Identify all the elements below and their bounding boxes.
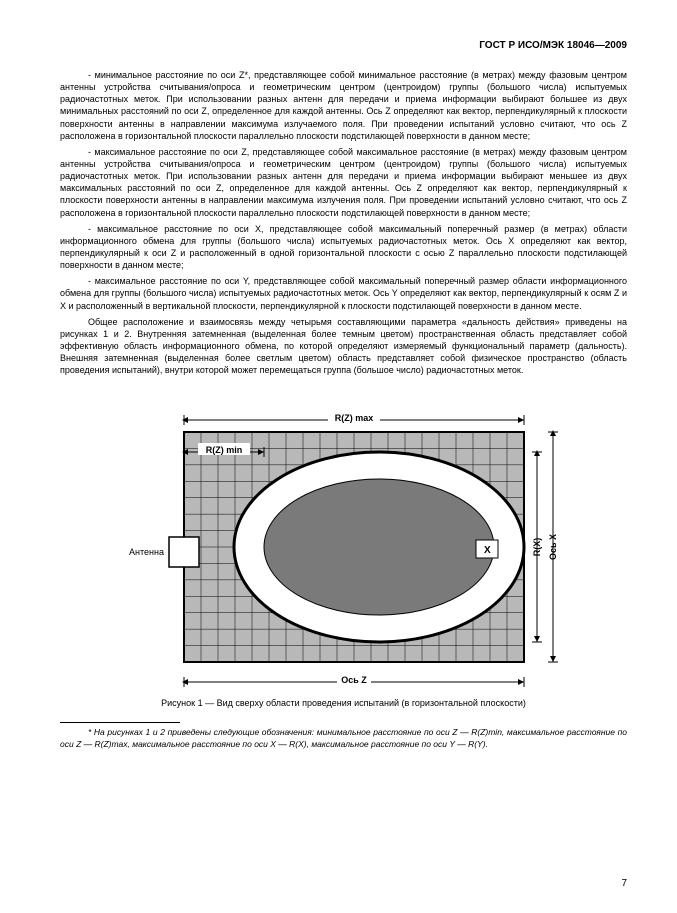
page: ГОСТ Р ИСО/МЭК 18046—2009 - минимальное …: [0, 0, 677, 913]
footnote-separator: [60, 722, 180, 723]
doc-header: ГОСТ Р ИСО/МЭК 18046—2009: [60, 40, 627, 51]
para-3: - максимальное расстояние по оси X, пред…: [60, 223, 627, 272]
figure-1: Антенна X R(Z) max R(Z) min Ось Z R(X) Ось X: [129, 390, 559, 690]
footnote: * На рисунках 1 и 2 приведены следующие …: [60, 727, 627, 750]
para-4: - максимальное расстояние по оси Y, пред…: [60, 275, 627, 311]
para-5: Общее расположение и взаимосвязь между ч…: [60, 316, 627, 377]
svg-text:R(X): R(X): [532, 538, 542, 557]
page-number: 7: [621, 878, 627, 889]
para-1: - минимальное расстояние по оси Z*, пред…: [60, 69, 627, 142]
svg-text:Антенна: Антенна: [129, 547, 164, 557]
para-2: - максимальное расстояние по оси Z, пред…: [60, 146, 627, 219]
svg-text:R(Z) min: R(Z) min: [205, 445, 242, 455]
svg-text:X: X: [484, 545, 491, 556]
svg-text:Ось Z: Ось Z: [341, 675, 367, 685]
svg-text:Ось X: Ось X: [548, 534, 558, 560]
svg-text:R(Z) max: R(Z) max: [334, 413, 373, 423]
body-text: - минимальное расстояние по оси Z*, пред…: [60, 69, 627, 376]
figure-caption: Рисунок 1 — Вид сверху области проведени…: [60, 698, 627, 708]
